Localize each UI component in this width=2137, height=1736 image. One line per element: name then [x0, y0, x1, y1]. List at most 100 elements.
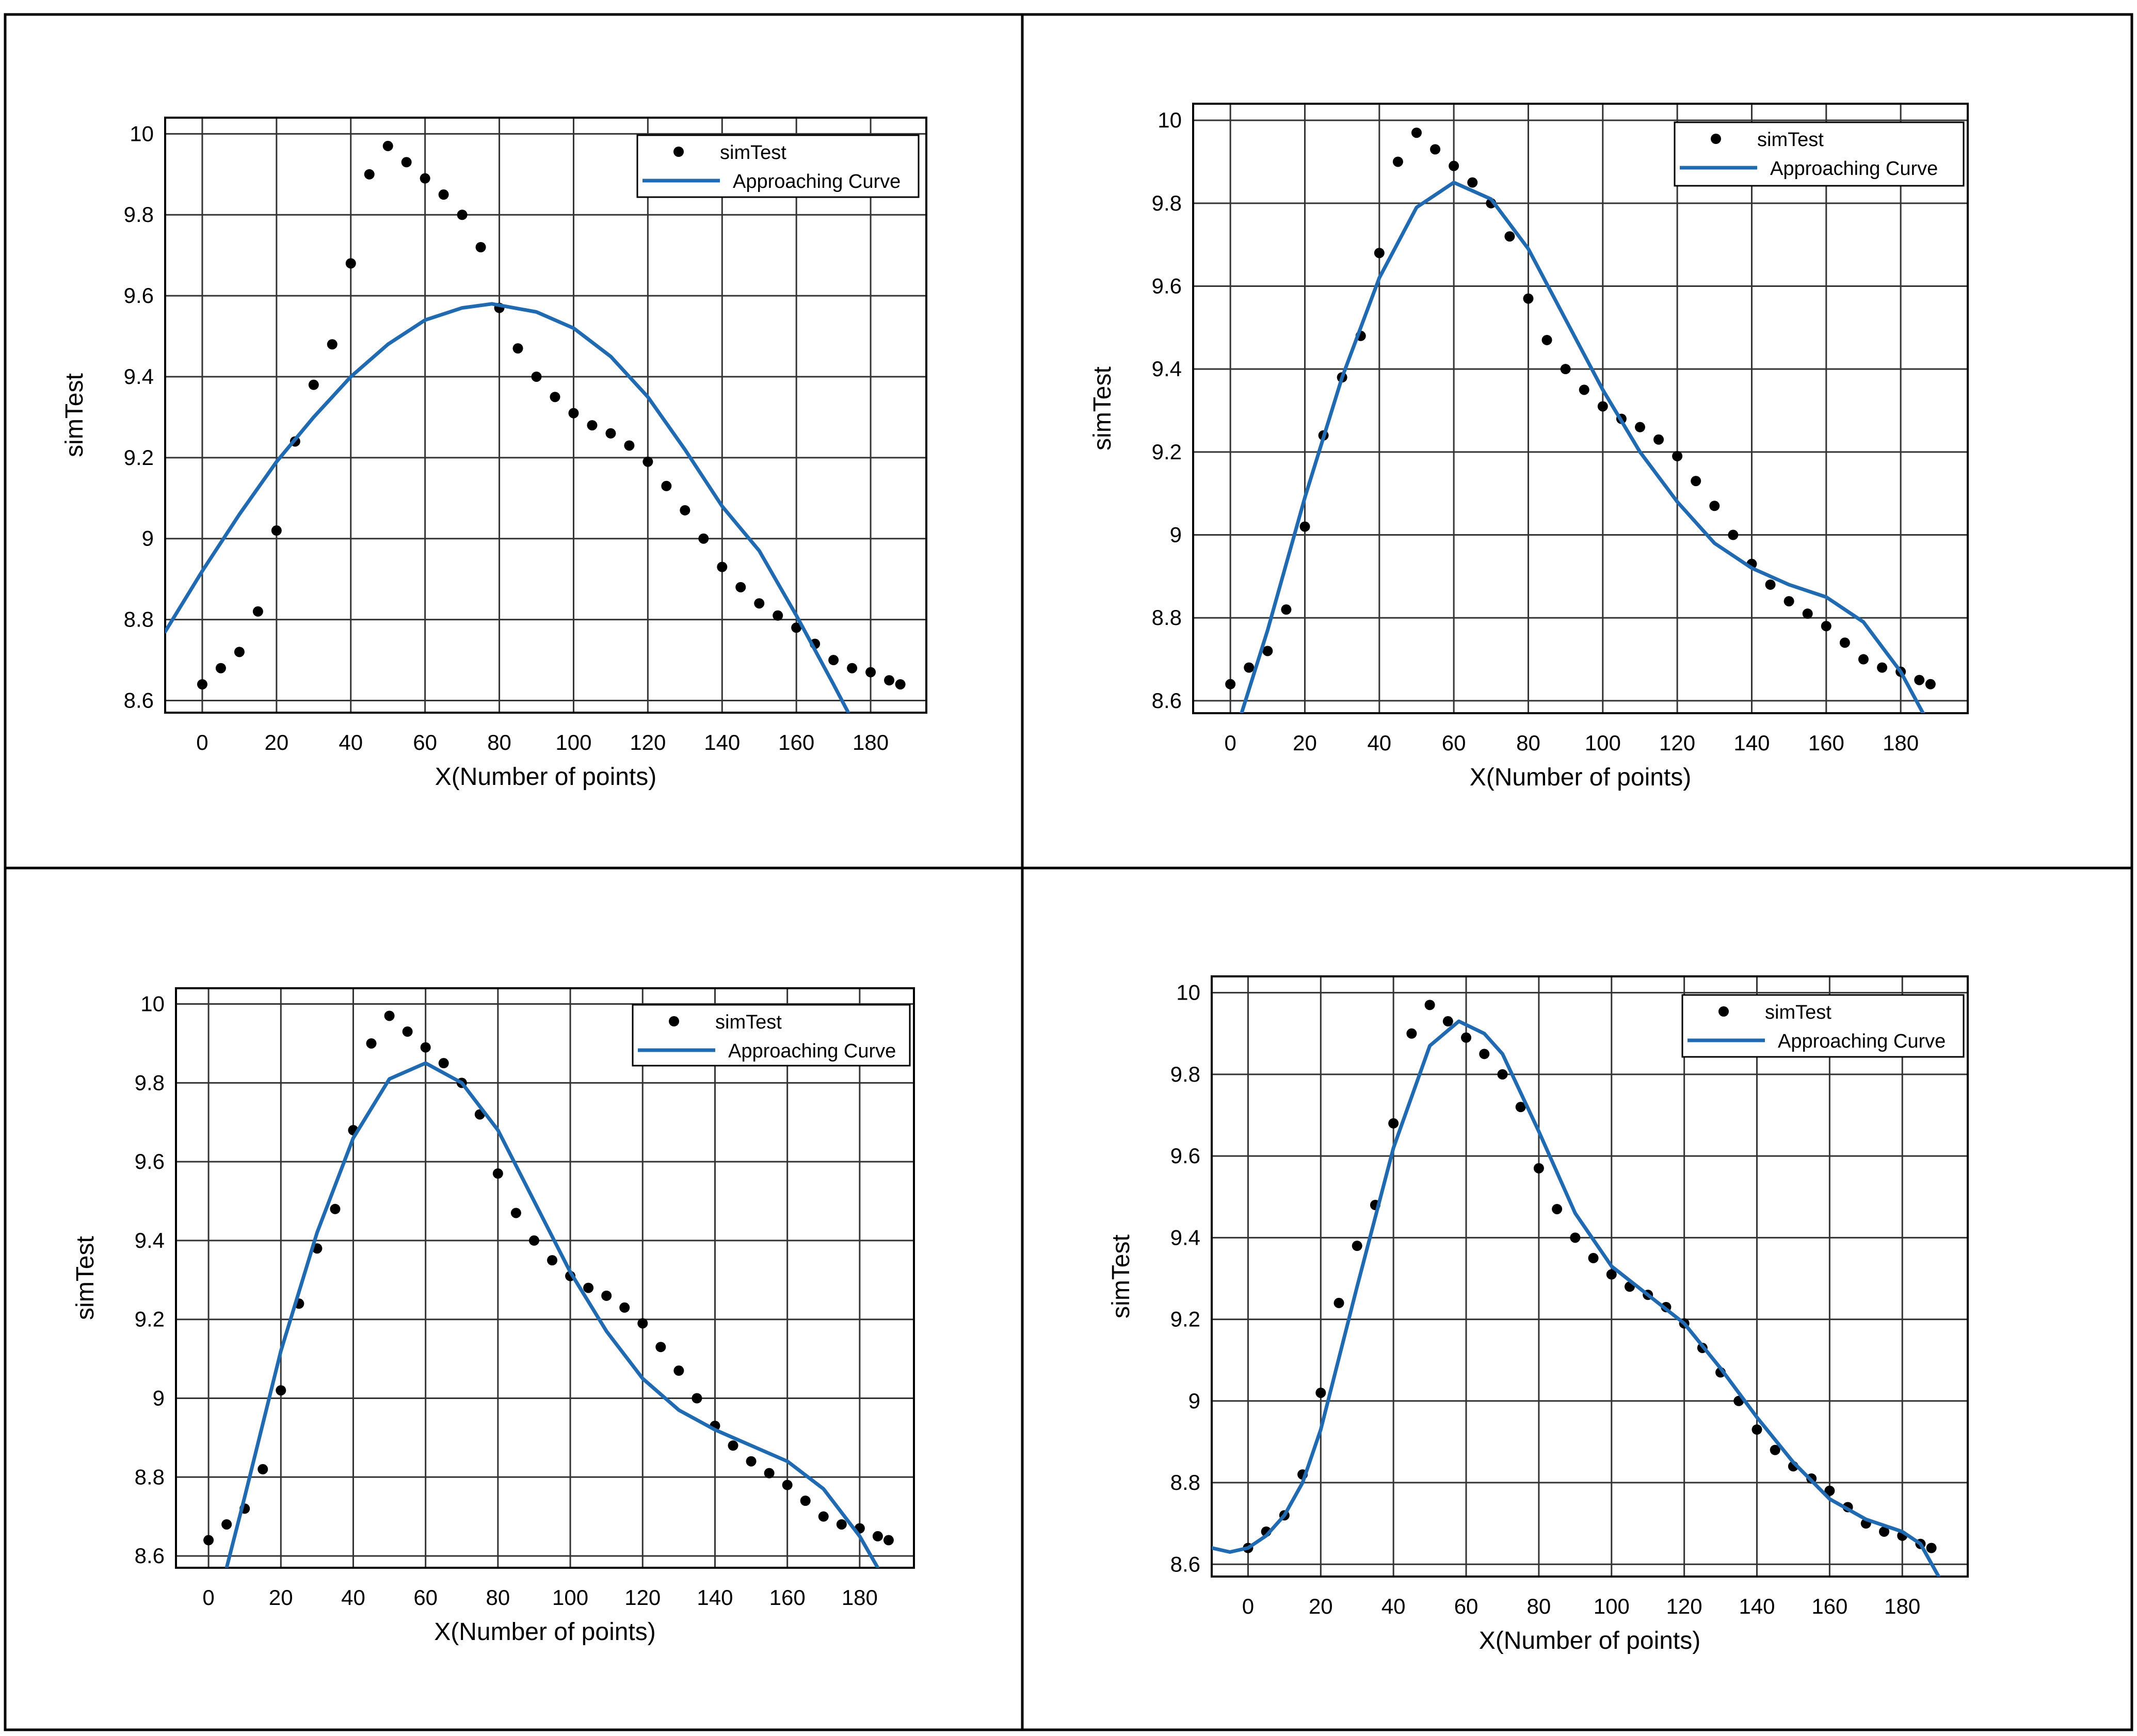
- approaching-curve-line: [1240, 181, 1925, 713]
- chart-panel-top-right: 0 20 40 60 80 100 120 140 160 180 8.6 8.8 9 9.2 9.4 9.6…: [1089, 103, 1969, 791]
- data-point: [818, 1511, 829, 1522]
- y-axis-label: simTest: [72, 1236, 99, 1320]
- data-point: [692, 1393, 702, 1404]
- data-point: [402, 1026, 413, 1037]
- data-point: [764, 1468, 775, 1478]
- data-point: [327, 339, 338, 350]
- x-tick-label: 20: [264, 730, 288, 754]
- y-tick-label: 9.2: [124, 445, 154, 470]
- data-point: [234, 647, 245, 657]
- legend: simTest Approaching Curve: [636, 134, 920, 198]
- data-point: [1430, 144, 1441, 155]
- x-tick-label: 40: [341, 1585, 365, 1610]
- x-tick-label: 0: [1224, 731, 1236, 755]
- x-tick-label: 140: [1733, 731, 1770, 755]
- data-point: [330, 1203, 341, 1214]
- x-tick-label: 120: [1666, 1594, 1702, 1618]
- x-tick-label: 40: [1367, 731, 1391, 755]
- axes-frame: [1211, 975, 1969, 1578]
- data-point: [364, 169, 375, 180]
- x-tick-label: 140: [704, 730, 740, 754]
- data-point: [1588, 1252, 1599, 1263]
- data-point: [1515, 1102, 1526, 1113]
- data-point: [221, 1519, 232, 1530]
- data-point: [865, 667, 876, 678]
- figure-frame: [4, 13, 2133, 1731]
- y-tick-label: 9.6: [1152, 274, 1182, 298]
- data-point: [492, 1168, 503, 1179]
- approaching-curve-line: [224, 1061, 880, 1568]
- data-point: [828, 655, 839, 666]
- x-tick-label: 100: [1585, 731, 1621, 755]
- x-tick-label: 80: [1527, 1594, 1551, 1618]
- axes-frame: [1192, 103, 1969, 714]
- data-point: [512, 343, 523, 354]
- axes-frame: [175, 987, 915, 1569]
- data-point: [1406, 1028, 1417, 1039]
- data-point: [1925, 679, 1936, 689]
- data-point: [401, 157, 412, 168]
- data-point: [1442, 1016, 1453, 1027]
- x-tick-label: 140: [1739, 1594, 1775, 1618]
- data-point: [655, 1342, 666, 1353]
- data-point: [1504, 231, 1515, 242]
- y-tick-label: 8.6: [1152, 688, 1182, 713]
- x-axis-label: X(Number of points): [1479, 1627, 1701, 1654]
- data-point: [1783, 596, 1794, 607]
- x-tick-label: 180: [842, 1585, 878, 1610]
- y-tick-label: 9.6: [135, 1149, 165, 1174]
- data-point: [1877, 662, 1888, 673]
- legend-marker-points: [1711, 134, 1721, 144]
- chart-panel-bottom-right: 0 20 40 60 80 100 120 140 160 180 8.6 8.8 9 9.2 9.4 9.6…: [1107, 975, 1969, 1654]
- grid-lines: [175, 987, 915, 1569]
- data-point: [457, 210, 468, 220]
- y-tick-label: 9.6: [1170, 1144, 1200, 1168]
- x-tick-label: 0: [1242, 1594, 1254, 1618]
- y-tick-label: 9.8: [1170, 1062, 1200, 1086]
- approaching-curve-line: [165, 302, 850, 713]
- data-point: [1262, 646, 1273, 656]
- y-tick-label: 8.8: [1152, 605, 1182, 630]
- x-tick-label: 180: [853, 730, 889, 754]
- data-point: [1449, 160, 1459, 171]
- y-tick-label: 9.2: [135, 1307, 165, 1331]
- data-point: [661, 480, 672, 491]
- data-point: [1802, 608, 1813, 619]
- data-point: [624, 440, 635, 451]
- legend-box: [1674, 121, 1965, 187]
- data-point: [637, 1318, 648, 1329]
- data-point: [203, 1535, 214, 1546]
- y-axis-label: simTest: [61, 373, 88, 457]
- x-axis-label: X(Number of points): [1470, 764, 1692, 791]
- data-point: [1824, 1485, 1835, 1496]
- legend: simTest Approaching Curve: [632, 1004, 911, 1067]
- plot-area: [165, 140, 906, 713]
- x-tick-label: 120: [1659, 731, 1695, 755]
- data-point: [510, 1208, 521, 1218]
- data-point: [384, 1010, 395, 1021]
- y-tick-label: 9: [142, 526, 154, 551]
- y-tick-label: 10: [1176, 980, 1200, 1005]
- data-point: [619, 1302, 630, 1313]
- legend-box: [1681, 994, 1965, 1058]
- x-tick-label: 160: [1808, 731, 1844, 755]
- legend-label-points: simTest: [1765, 1002, 1831, 1023]
- data-point: [1497, 1069, 1508, 1080]
- legend: simTest Approaching Curve: [1674, 121, 1965, 187]
- data-point: [1879, 1526, 1890, 1537]
- x-tick-label: 160: [1811, 1594, 1847, 1618]
- y-tick-label: 9.4: [1170, 1225, 1200, 1249]
- data-point: [345, 258, 356, 269]
- data-point: [528, 1235, 539, 1246]
- data-point: [271, 525, 282, 536]
- y-tick-label: 10: [1158, 108, 1182, 132]
- legend-label-points: simTest: [715, 1011, 782, 1033]
- plot-background: [176, 988, 914, 1568]
- data-point: [735, 582, 746, 592]
- data-point: [1926, 1542, 1937, 1553]
- data-point: [1523, 293, 1534, 304]
- data-point: [717, 561, 728, 572]
- plot-background: [165, 118, 926, 713]
- legend-box: [632, 1004, 911, 1067]
